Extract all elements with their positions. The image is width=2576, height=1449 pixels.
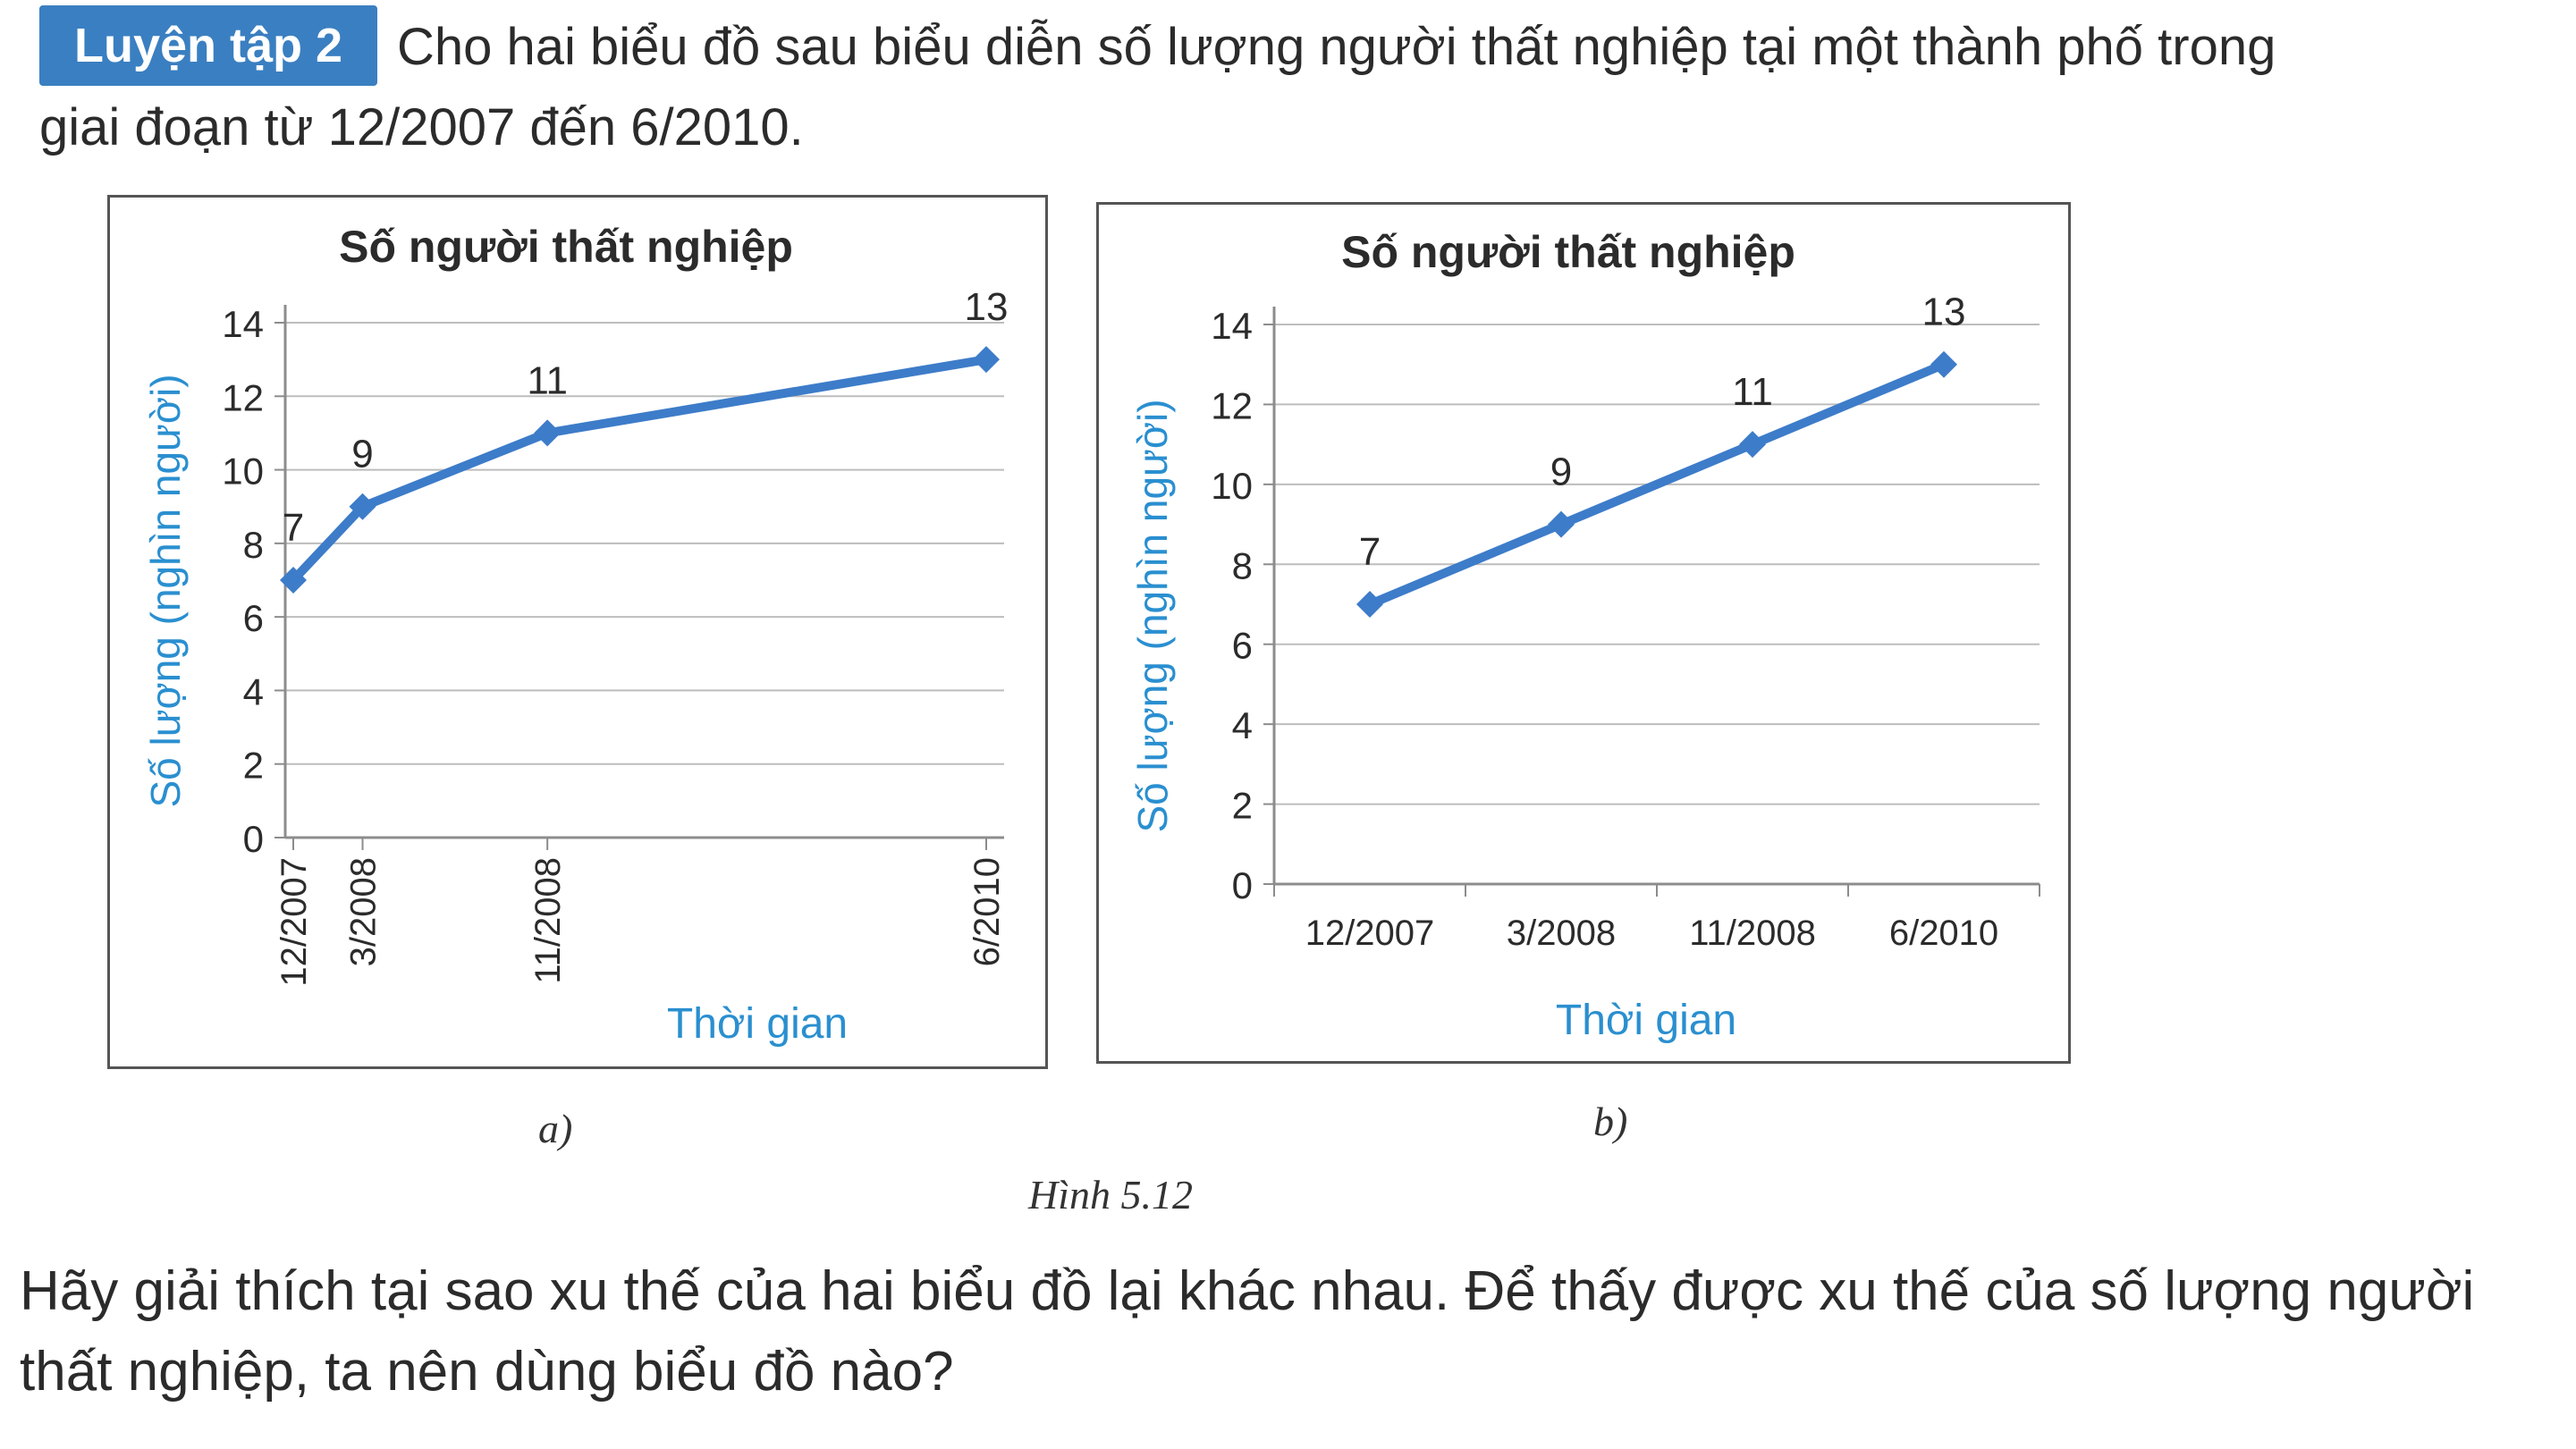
chart-b-svg: Số người thất nghiệp 0 2 4 6 8 10 12 14 12/2007 3/… <box>1129 227 2040 1044</box>
y-tick-label: 0 <box>1232 864 1253 906</box>
data-point-marker <box>280 567 307 594</box>
y-tick-label: 6 <box>243 597 264 639</box>
exercise-badge: Luyện tập 2 <box>39 5 377 86</box>
y-tick-label: 8 <box>1232 544 1253 586</box>
data-label: 7 <box>283 506 304 550</box>
x-tick-label: 3/2008 <box>1507 914 1616 953</box>
series-line <box>289 355 991 585</box>
chart-title: Số người thất nghiệp <box>339 222 793 272</box>
y-tick-label: 10 <box>1211 465 1253 507</box>
y-axis-label: Số lượng (nghìn người) <box>1129 399 1176 832</box>
chart-a-svg: Số người thất nghiệp 0 2 4 6 8 10 12 14 12/2007 3/… <box>142 222 1009 1048</box>
x-tick-label: 12/2007 <box>274 857 314 987</box>
data-label: 11 <box>1732 370 1773 414</box>
y-tick-label: 12 <box>222 376 264 418</box>
y-tick-label: 2 <box>1232 785 1253 827</box>
data-point-marker <box>1356 591 1383 618</box>
data-label: 9 <box>351 433 373 476</box>
chart-b-label: b) <box>1593 1099 1628 1144</box>
data-point-marker <box>1930 350 1957 378</box>
data-label: 9 <box>1550 451 1572 494</box>
y-tick-label: 6 <box>1232 625 1253 667</box>
x-tick-label: 12/2007 <box>1305 914 1435 953</box>
y-tick-label: 2 <box>243 745 264 787</box>
chart-title: Số người thất nghiệp <box>1341 227 1795 277</box>
y-tick-label: 10 <box>222 451 264 493</box>
chart-a-label: a) <box>538 1106 573 1151</box>
y-tick-label: 12 <box>1211 384 1253 426</box>
data-label: 13 <box>965 285 1009 329</box>
data-label: 13 <box>1922 291 1966 334</box>
intro-text: Cho hai biểu đồ sau biểu diễn số lượng n… <box>39 7 2293 168</box>
x-axis-label: Thời gian <box>1556 997 1736 1044</box>
x-tick-label: 6/2010 <box>1889 914 1998 953</box>
data-point-marker <box>349 493 376 520</box>
question-text: Hãy giải thích tại sao xu thế của hai bi… <box>20 1260 2475 1403</box>
x-axis-label: Thời gian <box>667 1000 848 1048</box>
y-tick-label: 14 <box>1211 305 1253 347</box>
series-line <box>1365 359 1948 609</box>
y-tick-label: 4 <box>243 670 264 712</box>
y-tick-label: 14 <box>222 303 264 345</box>
data-label: 11 <box>527 358 568 402</box>
x-tick-label: 11/2008 <box>528 857 568 984</box>
y-tick-label: 8 <box>243 524 264 566</box>
x-tick-label: 6/2010 <box>967 857 1007 966</box>
figure-caption: Hình 5.12 <box>1028 1172 1193 1217</box>
data-label: 7 <box>1359 530 1381 574</box>
y-tick-label: 4 <box>1232 704 1253 746</box>
chart-b: Số người thất nghiệp 0 2 4 6 8 10 12 14 12/2007 3/… <box>1096 202 2071 1064</box>
intro-paragraph: Cho hai biểu đồ sau biểu diễn số lượng n… <box>39 18 2276 156</box>
data-point-marker <box>1548 510 1575 538</box>
chart-a: Số người thất nghiệp 0 2 4 6 8 10 12 14 12/2007 3/… <box>107 195 1048 1069</box>
data-point-marker <box>1739 431 1766 459</box>
data-point-marker <box>534 419 562 447</box>
data-point-marker <box>973 346 1000 374</box>
y-tick-label: 0 <box>243 818 264 860</box>
y-axis-label: Số lượng (nghìn người) <box>142 374 189 807</box>
x-tick-label: 3/2008 <box>344 857 384 966</box>
x-tick-label: 11/2008 <box>1689 914 1816 953</box>
